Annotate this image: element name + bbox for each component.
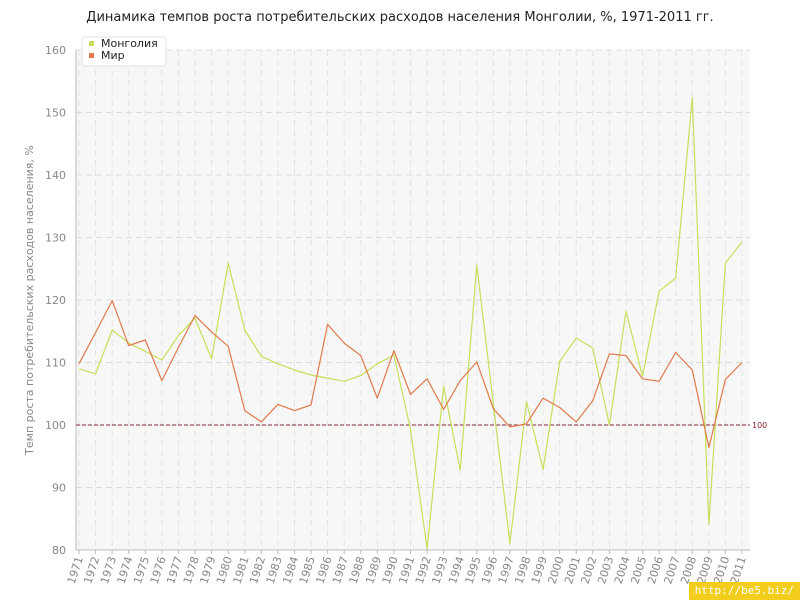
legend-box — [81, 36, 167, 67]
y-tick-label: 130 — [45, 232, 66, 245]
y-tick-label: 100 — [45, 419, 66, 432]
y-tick-label: 160 — [45, 44, 66, 57]
axes — [75, 50, 750, 554]
legend-label-1: Мир — [101, 49, 125, 62]
grid-lines — [76, 49, 750, 550]
watermark-link[interactable]: http://be5.biz/ — [688, 582, 800, 600]
x-tick-labels: 1971197219731974197519761977197819791980… — [65, 555, 749, 586]
series-line-1 — [78, 300, 743, 449]
y-tick-label: 150 — [45, 107, 66, 120]
y-tick-label: 120 — [45, 294, 66, 307]
reference-line-label: 100 — [752, 421, 767, 430]
y-tick-label: 80 — [52, 544, 66, 557]
legend-label-0: Монголия — [101, 37, 158, 50]
chart-title: Динамика темпов роста потребительских ра… — [86, 10, 714, 25]
y-tick-label: 140 — [45, 169, 66, 182]
y-tick-label: 110 — [45, 357, 66, 370]
legend-swatch-0 — [89, 41, 94, 46]
series-lines — [78, 96, 743, 550]
y-tick-label: 90 — [52, 482, 66, 495]
y-axis-title: Темп роста потребительских расходов насе… — [23, 145, 36, 456]
legend-swatch-1 — [89, 53, 94, 58]
y-tick-labels: 80 90 100 110 120 130 140 150 160 — [45, 44, 66, 557]
reference-line: 100 — [76, 421, 767, 430]
series-line-0 — [78, 96, 743, 550]
